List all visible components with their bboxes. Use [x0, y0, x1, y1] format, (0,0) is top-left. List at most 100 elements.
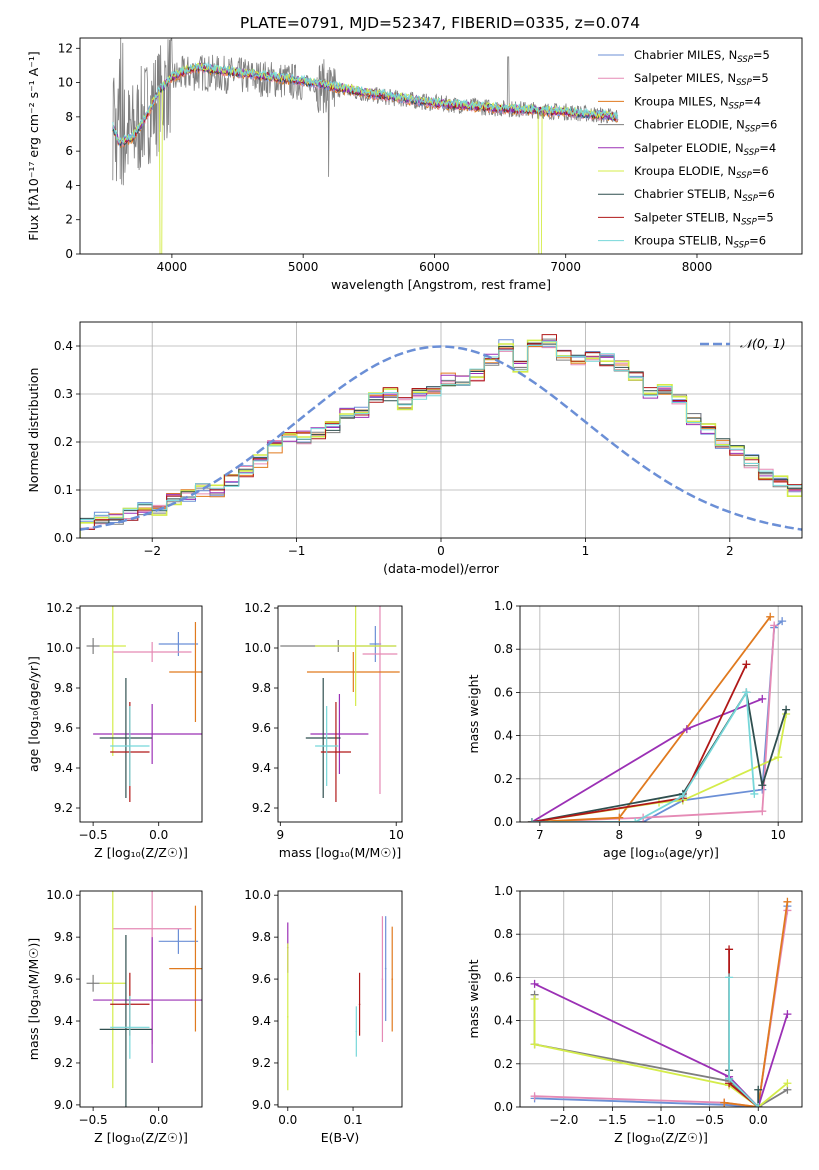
y-tick-label: 9.4	[54, 761, 73, 775]
plus-marker	[783, 1079, 792, 1088]
x-tick-label: 0.0	[278, 1113, 297, 1127]
axes-frame	[79, 321, 803, 539]
x-axis-label: wavelength [Angstrom, rest frame]	[331, 277, 551, 292]
axes-frame	[79, 890, 203, 1108]
axes-frame	[519, 890, 803, 1108]
legend-label-count: =4	[759, 141, 776, 155]
plus-marker	[783, 897, 792, 906]
x-axis-label: mass [log₁₀(M/M☉)]	[279, 845, 401, 860]
legend-label-count: =5	[752, 71, 769, 85]
y-tick-label: 4	[65, 178, 73, 192]
legend-label-count: =6	[760, 118, 777, 132]
y-axis-label: age [log₁₀(age/yr)]	[26, 656, 41, 772]
y-tick-label: 0	[65, 247, 73, 261]
errorbar-layer	[86, 606, 202, 802]
data-point	[379, 653, 381, 655]
spectrum-traces	[112, 38, 619, 254]
x-tick-label: −1.5	[598, 1113, 627, 1127]
y-tick-label: 0.0	[54, 531, 73, 545]
mass-weight-line	[724, 901, 789, 1107]
data-point	[129, 1026, 131, 1029]
normal-distribution-curve	[79, 345, 803, 531]
x-tick-label: 0.0	[149, 828, 168, 842]
y-axis-label: mass weight	[466, 959, 481, 1038]
y-tick-label: 0.0	[494, 815, 513, 829]
legend-label-text: Chabrier STELIB, N	[634, 187, 742, 201]
histogram-step-line	[80, 339, 802, 538]
legend-label: Kroupa ELODIE, NSSP=6	[634, 164, 769, 181]
data-point	[322, 737, 324, 739]
data-point	[286, 1016, 289, 1018]
errorbar-layer	[280, 606, 400, 802]
x-tick-label: 0	[437, 544, 445, 558]
legend-label: Chabrier STELIB, NSSP=6	[634, 187, 775, 204]
legend-label-subscript: SSP	[742, 194, 758, 204]
y-tick-label: 9.2	[252, 801, 271, 815]
legend-label: Salpeter MILES, NSSP=5	[634, 71, 769, 88]
y-tick-label: 10.0	[244, 888, 271, 902]
y-tick-label: 0.8	[494, 642, 513, 656]
legend-label-subscript: SSP	[744, 148, 760, 158]
model-spectrum-line	[112, 61, 619, 145]
plus-marker	[782, 705, 791, 714]
plus-marker	[725, 1074, 734, 1083]
y-tick-label: 9.6	[252, 972, 271, 986]
y-tick-label: 9.2	[54, 1056, 73, 1070]
legend-label: Kroupa STELIB, NSSP=6	[634, 234, 766, 251]
legend-label: Chabrier ELODIE, NSSP=6	[634, 118, 777, 135]
residual-histogram-panel: −2 −1 0 1 2 0.0 0.1 0.2 0.3 0.4 (data-model)/error…	[26, 321, 803, 576]
x-tick-label: 0.0	[149, 1113, 168, 1127]
data-point	[177, 940, 180, 943]
y-axis-label: mass [log₁₀(M/M☉)]	[26, 938, 41, 1060]
errorbar-layer	[286, 916, 394, 1091]
weight-lines-layer	[527, 612, 791, 822]
plus-marker	[783, 1010, 792, 1019]
y-tick-label: 9.4	[54, 1014, 73, 1028]
y-tick-label: 0.2	[494, 1057, 513, 1071]
plus-marker	[742, 660, 751, 669]
data-point	[194, 671, 197, 673]
data-point	[151, 733, 153, 735]
data-point	[151, 999, 153, 1001]
y-tick-label: 0.4	[494, 1014, 513, 1028]
legend-label: Salpeter STELIB, NSSP=5	[634, 210, 774, 227]
data-point	[381, 978, 384, 980]
x-tick-label: 10	[771, 828, 786, 842]
legend-label-subscript: SSP	[736, 171, 752, 181]
y-tick-label: 0.2	[494, 772, 513, 786]
y-tick-label: 9.6	[252, 721, 271, 735]
legend-label-subscript: SSP	[736, 78, 752, 88]
plus-marker	[778, 617, 787, 626]
legend-label-count: =6	[749, 234, 766, 248]
y-tick-label: 1.0	[494, 599, 513, 613]
model-spectrum-line	[112, 62, 619, 254]
plus-marker	[766, 612, 775, 621]
plus-marker	[678, 792, 687, 801]
x-tick-label: 8	[615, 828, 623, 842]
legend-label-subscript: SSP	[737, 55, 753, 65]
y-tick-label: 10.0	[46, 888, 73, 902]
grid-layer	[520, 890, 802, 1108]
x-tick-label: 4000	[157, 260, 188, 274]
legend-label-subscript: SSP	[741, 217, 757, 227]
x-axis-label: (data-model)/error	[383, 561, 500, 576]
observed-spectrum-line	[112, 38, 619, 186]
axes-frame	[277, 890, 403, 1108]
y-tick-label: 9.8	[54, 930, 73, 944]
histogram-step-line	[80, 339, 802, 538]
y-axis-label: Normed distribution	[26, 368, 41, 493]
x-tick-label: 9	[695, 828, 703, 842]
plus-marker	[742, 688, 751, 697]
x-axis-label: Z [log₁₀(Z/Z☉)]	[614, 1130, 708, 1145]
plus-marker	[758, 807, 767, 816]
legend-label-count: =5	[757, 210, 774, 224]
plus-marker	[615, 813, 624, 822]
plus-marker	[530, 1092, 539, 1101]
plus-marker	[682, 725, 691, 734]
histogram-layer	[80, 334, 802, 538]
mass-weight-vs-metallicity-panel: −2.0 −1.5 −1.0 −0.5 0.0 0.0 0.2 0.4 0.6 0.8 1.0 Z […	[466, 884, 803, 1145]
plus-marker	[758, 781, 767, 790]
y-tick-label: 9.8	[252, 681, 271, 695]
age-vs-mass-panel: 9 10 9.2 9.4 9.6 9.8 10.0 10.2 mass [log₁₀(M/M☉)…	[244, 601, 404, 860]
x-axis-label: E(B-V)	[321, 1130, 360, 1145]
